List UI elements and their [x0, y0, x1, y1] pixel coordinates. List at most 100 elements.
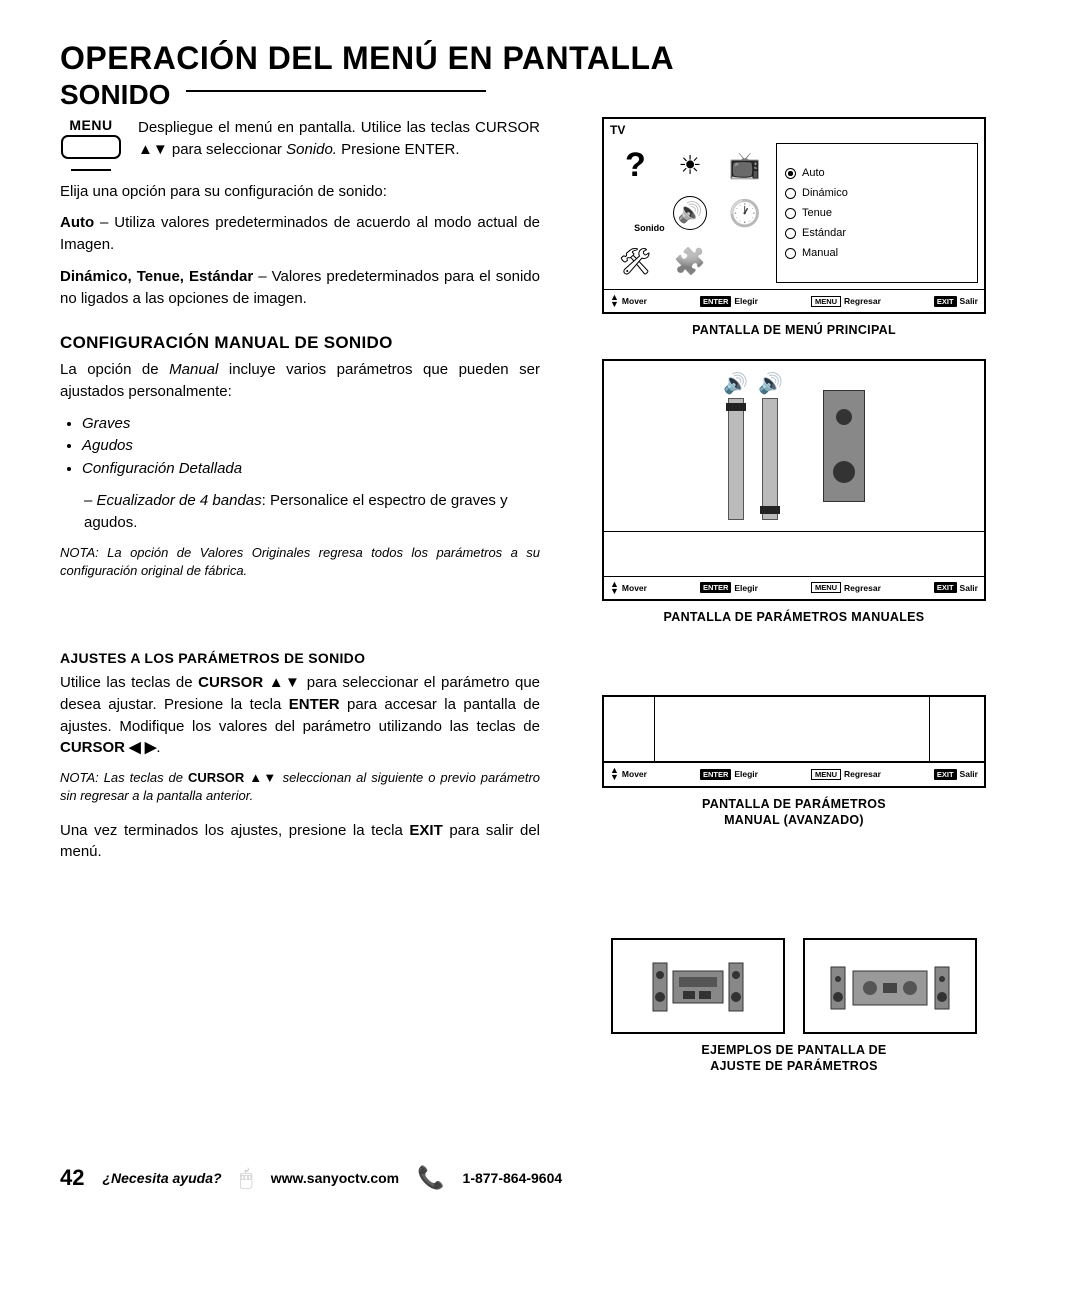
slider-knob	[726, 403, 746, 411]
footer-url: www.sanyoctv.com	[271, 1170, 399, 1186]
tv-advanced-screen: ▲▼Mover ENTERElegir MENURegresar EXITSal…	[602, 695, 986, 787]
phone-icon: 📞	[417, 1165, 444, 1191]
foot-exit-label: Salir	[960, 769, 978, 779]
foot-move-label: Mover	[622, 296, 647, 306]
foot-exit: EXITSalir	[934, 296, 978, 307]
opt-manual: Manual	[785, 247, 969, 259]
speaker-graphic	[823, 390, 865, 502]
manual-intro-em: Manual	[169, 361, 218, 378]
adjust-heading: AJUSTES A LOS PARÁMETROS DE SONIDO	[60, 650, 540, 666]
radio-icon	[785, 188, 796, 199]
foot-move: ▲▼Mover	[610, 767, 647, 781]
radio-icon	[785, 168, 796, 179]
menu-button-illustration: MENU	[60, 117, 122, 171]
bullet-graves: Graves	[82, 413, 540, 436]
speaker-mini-icon: 🔊	[758, 371, 783, 396]
opt-auto-label: Auto	[802, 167, 825, 179]
section-rule	[186, 90, 486, 92]
menu-key-icon: MENU	[811, 769, 841, 780]
opt-tenue: Tenue	[785, 207, 969, 219]
opt-estandar: Estándar	[785, 227, 969, 239]
manual-bullets: Graves Agudos Configuración Detallada	[60, 413, 540, 481]
tv-params-screen: 🔊 🔊 ▲▼Mover ENTERElegir MENURegre	[602, 359, 986, 601]
manual-intro-a: La opción de	[60, 361, 169, 378]
preset-text: Dinámico, Tenue, Estándar – Valores pred…	[60, 266, 540, 310]
radio-icon	[785, 208, 796, 219]
foot-menu: MENURegresar	[811, 582, 881, 593]
foot-choose-label: Elegir	[734, 769, 758, 779]
tv-footer-bar: ▲▼Mover ENTERElegir MENURegresar EXITSal…	[604, 289, 984, 312]
foot-choose-label: Elegir	[734, 583, 758, 593]
choose-text: Elija una opción para su configuración d…	[60, 181, 540, 203]
mouse-icon: 🖱	[240, 1165, 253, 1191]
adjust-p1: Utilice las teclas de CURSOR ▲▼ para sel…	[60, 672, 540, 759]
manual-note: NOTA: La opción de Valores Originales re…	[60, 544, 540, 580]
footer-phone: 1-877-864-9604	[463, 1170, 563, 1186]
tools-icon: 🛠	[619, 248, 652, 274]
panel-divider	[929, 697, 930, 761]
sun-icon: ☀	[678, 152, 701, 178]
tv-main-screen: TV ? ☀ 📺 Sonido 🔊 🕐 🛠 🧩 Auto Dinámico Te…	[602, 117, 986, 314]
adjust-note-a: NOTA: Las teclas de	[60, 770, 188, 785]
foot-menu: MENURegresar	[811, 296, 881, 307]
page-footer: 42 ¿Necesita ayuda? 🖱 www.sanyoctv.com 📞…	[60, 1165, 1020, 1191]
advanced-body	[604, 697, 984, 762]
slider-pair-left: 🔊 🔊	[723, 371, 783, 520]
foot-exit-label: Salir	[960, 296, 978, 306]
eq-line: – Ecualizador de 4 bandas: Personalice e…	[84, 490, 540, 534]
speaker-mini-icon: 🔊	[723, 371, 748, 396]
manual-heading: CONFIGURACIÓN MANUAL DE SONIDO	[60, 333, 540, 353]
bullet-agudos: Agudos	[82, 435, 540, 458]
opt-dinamico: Dinámico	[785, 187, 969, 199]
menu-key-icon: MENU	[811, 296, 841, 307]
right-column: TV ? ☀ 📺 Sonido 🔊 🕐 🛠 🧩 Auto Dinámico Te…	[568, 117, 1020, 1095]
page-number: 42	[60, 1165, 84, 1191]
opt-tenue-label: Tenue	[802, 207, 832, 219]
foot-move-label: Mover	[622, 769, 647, 779]
foot-exit-label: Salir	[960, 583, 978, 593]
auto-text: Auto – Utiliza valores predeterminados d…	[60, 212, 540, 256]
example-box-2	[803, 938, 977, 1034]
help-text: ¿Necesita ayuda?	[102, 1170, 221, 1186]
exit-key-icon: EXIT	[934, 582, 957, 593]
intro-sonido: Sonido.	[286, 141, 337, 158]
intro-text-2: Presione ENTER.	[337, 141, 460, 158]
clock-icon: 🕐	[728, 200, 760, 226]
speaker-cone-icon	[833, 461, 855, 483]
exit-key-icon: EXIT	[934, 769, 957, 780]
section-title-text: SONIDO	[60, 79, 170, 110]
foot-enter: ENTERElegir	[700, 296, 758, 307]
vslider	[762, 398, 778, 520]
arrows-icon: ▲▼	[610, 767, 619, 781]
caption-advanced: PANTALLA DE PARÁMETROS MANUAL (AVANZADO)	[568, 796, 1020, 829]
tv-options-panel: Auto Dinámico Tenue Estándar Manual	[776, 143, 978, 283]
enter-key-icon: ENTER	[700, 296, 731, 307]
tv-footer-bar: ▲▼Mover ENTERElegir MENURegresar EXITSal…	[604, 762, 984, 785]
foot-back-label: Regresar	[844, 769, 881, 779]
tv-icon-grid: ? ☀ 📺 Sonido 🔊 🕐 🛠 🧩	[610, 143, 770, 283]
foot-enter: ENTERElegir	[700, 769, 758, 780]
foot-exit: EXITSalir	[934, 582, 978, 593]
caption-advanced-1: PANTALLA DE PARÁMETROS	[702, 797, 886, 811]
caption-advanced-2: MANUAL (AVANZADO)	[724, 813, 864, 827]
foot-enter: ENTERElegir	[700, 582, 758, 593]
arrows-icon: ▲▼	[610, 581, 619, 595]
foot-choose-label: Elegir	[734, 296, 758, 306]
panel-divider	[654, 697, 655, 761]
sliders-area: 🔊 🔊	[604, 361, 984, 531]
question-icon: ?	[625, 148, 646, 182]
caption-main: PANTALLA DE MENÚ PRINCIPAL	[568, 322, 1020, 338]
opt-manual-label: Manual	[802, 247, 838, 259]
foot-move: ▲▼Mover	[610, 581, 647, 595]
menu-key-icon: MENU	[811, 582, 841, 593]
vslider	[728, 398, 744, 520]
eq-label: – Ecualizador de 4 bandas	[84, 492, 262, 509]
section-title: SONIDO	[60, 79, 1020, 111]
av-icon: 📺	[728, 152, 760, 178]
example-thumbnails	[568, 938, 1020, 1034]
caption-ex-1: EJEMPLOS DE PANTALLA DE	[701, 1043, 886, 1057]
intro-paragraph: Despliegue el menú en pantalla. Utilice …	[138, 117, 540, 161]
speaker-icon: 🔊	[673, 196, 707, 230]
manual-intro: La opción de Manual incluye varios parám…	[60, 359, 540, 403]
example-box-1	[611, 938, 785, 1034]
